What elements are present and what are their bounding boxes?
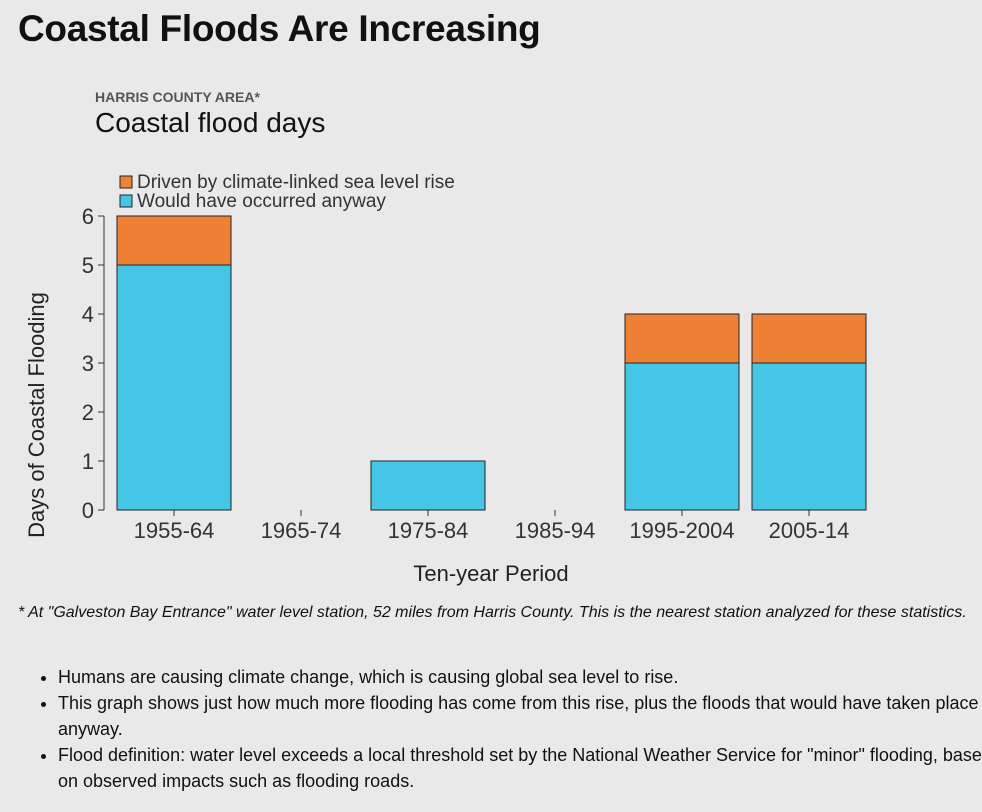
bar-segment (751, 313, 867, 364)
y-tick-label: 2 (82, 400, 94, 425)
notes-list: Humans are causing climate change, which… (18, 664, 982, 794)
bar-segment (624, 313, 740, 364)
x-tick-label: 2005-14 (769, 518, 850, 543)
chart-title: Coastal flood days (95, 107, 325, 138)
x-tick-label: 1995-2004 (629, 518, 734, 543)
y-tick-label: 5 (82, 253, 94, 278)
y-tick-label: 3 (82, 351, 94, 376)
y-tick-label: 4 (82, 302, 94, 327)
x-tick-label: 1985-94 (515, 518, 596, 543)
x-tick-label: 1965-74 (261, 518, 342, 543)
page-title: Coastal Floods Are Increasing (18, 8, 541, 49)
bar-segment (624, 362, 740, 511)
legend-swatch (119, 194, 133, 208)
list-item: Flood definition: water level exceeds a … (58, 742, 982, 794)
footnote: * At "Galveston Bay Entrance" water leve… (18, 604, 967, 621)
y-tick-label: 1 (82, 449, 94, 474)
chart-axes: 0 1 2 3 4 5 6 1955-64 1965-74 1975-84 1985-94 1995-… (82, 204, 850, 543)
y-tick-label: 6 (82, 204, 94, 229)
chart-legend: Driven by climate-linked sea level riseW… (119, 172, 455, 212)
chart-subtitle: HARRIS COUNTY AREA* (95, 89, 260, 105)
legend-label: Driven by climate-linked sea level rise (137, 172, 455, 193)
legend-swatch (119, 175, 133, 189)
x-tick-label: 1975-84 (388, 518, 469, 543)
bar-segment (116, 215, 232, 266)
y-tick-label: 0 (82, 498, 94, 523)
chart-area: HARRIS COUNTY AREA* Coastal flood days D… (0, 80, 982, 600)
chart-bars (116, 215, 867, 511)
legend-label: Would have occurred anyway (137, 191, 386, 212)
bar-segment (370, 460, 486, 511)
bar-segment (751, 362, 867, 511)
list-item: Humans are causing climate change, which… (58, 664, 982, 690)
x-tick-label: 1955-64 (134, 518, 215, 543)
x-axis-label: Ten-year Period (413, 561, 568, 586)
bar-segment (116, 264, 232, 511)
flood-days-chart: HARRIS COUNTY AREA* Coastal flood days D… (24, 89, 867, 586)
y-axis-label: Days of Coastal Flooding (24, 292, 49, 538)
list-item: This graph shows just how much more floo… (58, 690, 982, 742)
